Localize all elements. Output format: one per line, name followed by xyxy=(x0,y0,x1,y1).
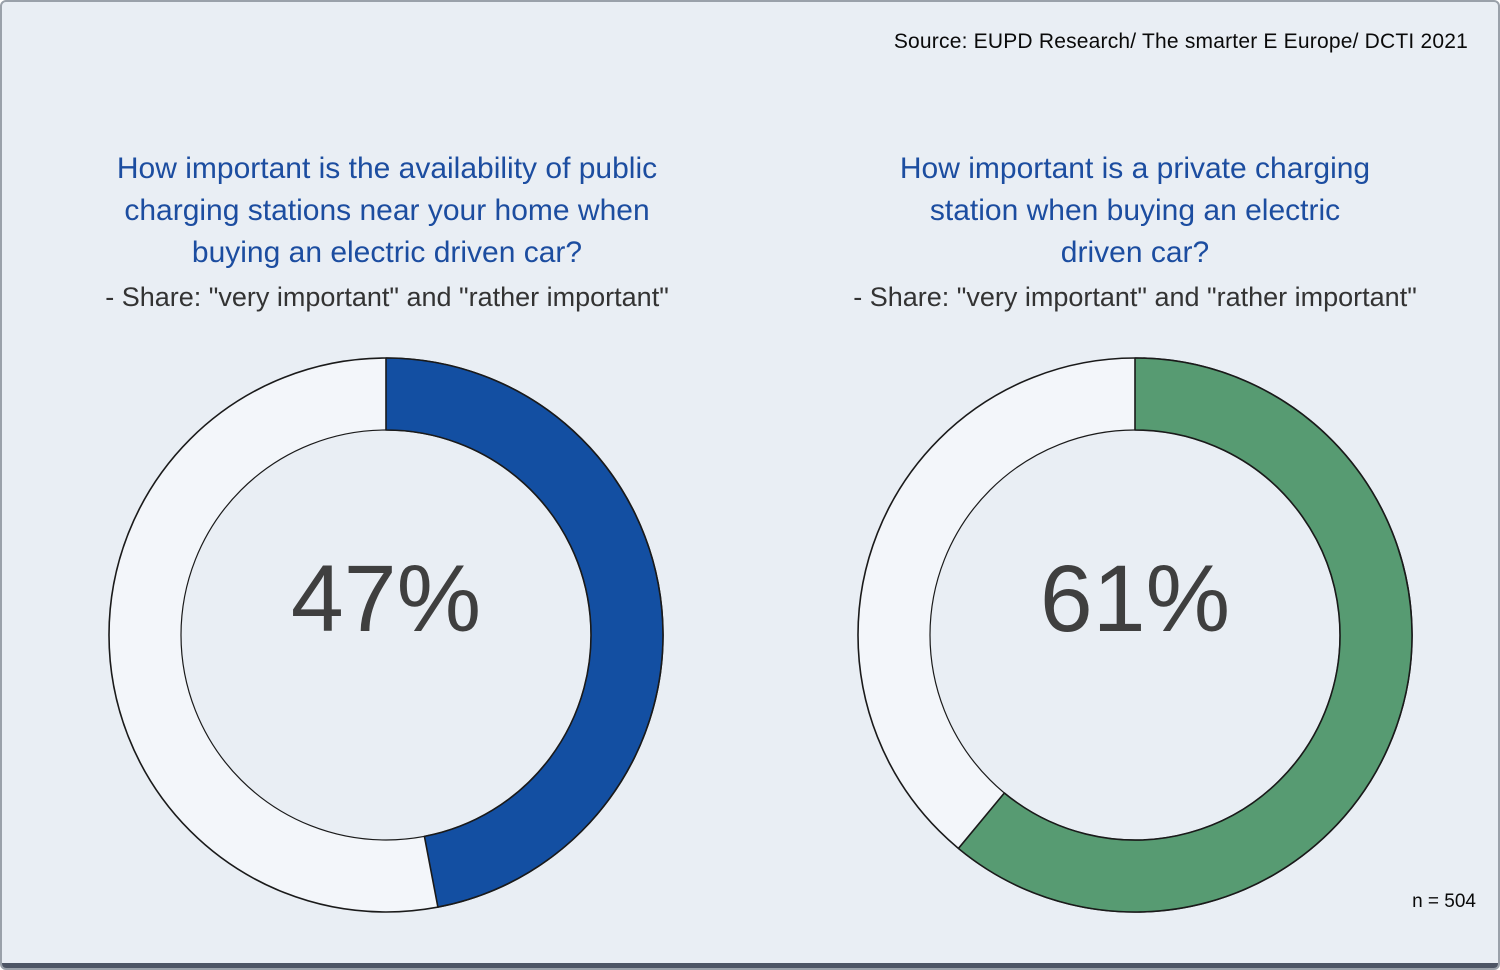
donut-chart-private-charging xyxy=(857,357,1413,913)
chart-title-line: How important is the availability of pub… xyxy=(116,152,658,185)
chart-title-line: buying an electric driven car? xyxy=(191,236,583,269)
public-charging-title-block: How important is the availability of pub… xyxy=(27,148,747,314)
chart-title-line: charging stations near your home when xyxy=(124,194,650,227)
sample-size-label: n = 504 xyxy=(1412,891,1476,912)
chart-title-line: station when buying an electric xyxy=(929,194,1341,227)
chart-subtitle: - Share: "very important" and "rather im… xyxy=(105,282,669,312)
bottom-rule xyxy=(2,963,1498,968)
donut-center-value-private: 61% xyxy=(1039,546,1231,652)
chart-title-line: driven car? xyxy=(1060,236,1210,269)
donut-chart-public-charging xyxy=(108,357,664,913)
source-caption: Source: EUPD Research/ The smarter E Eur… xyxy=(893,30,1468,53)
donut-center-value-public: 47% xyxy=(290,546,482,652)
chart-subtitle: - Share: "very important" and "rather im… xyxy=(853,282,1417,312)
private-charging-title-block: How important is a private charging stat… xyxy=(782,148,1488,314)
chart-title-line: How important is a private charging xyxy=(899,152,1371,185)
